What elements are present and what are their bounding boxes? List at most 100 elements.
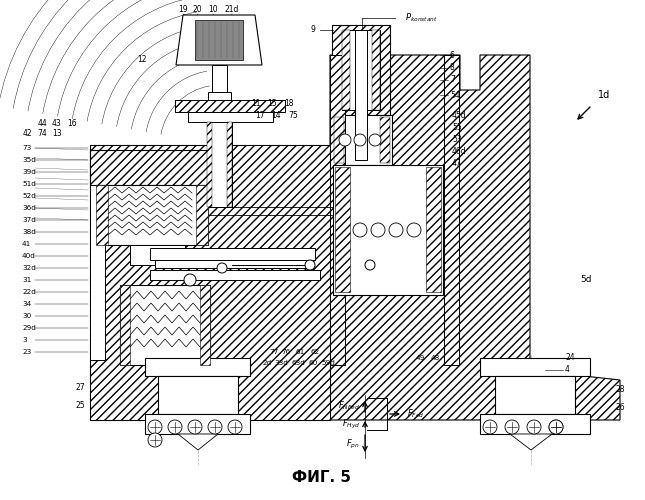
Circle shape <box>483 420 497 434</box>
Bar <box>130 245 185 265</box>
Text: 10: 10 <box>208 6 218 15</box>
Bar <box>188 112 273 122</box>
Text: 23: 23 <box>22 349 31 355</box>
Text: 62: 62 <box>310 349 320 355</box>
Text: 1d: 1d <box>598 90 610 100</box>
Bar <box>212 65 227 95</box>
Bar <box>480 414 590 434</box>
Text: 61: 61 <box>295 349 304 355</box>
Circle shape <box>371 223 385 237</box>
Circle shape <box>148 433 162 447</box>
Text: 3: 3 <box>22 337 26 343</box>
Polygon shape <box>330 55 620 420</box>
Bar <box>227 122 232 207</box>
Text: 74: 74 <box>37 128 47 138</box>
Bar <box>90 185 105 360</box>
Bar <box>196 185 208 245</box>
Polygon shape <box>90 145 330 420</box>
Text: 38d: 38d <box>22 229 36 235</box>
Bar <box>426 167 441 292</box>
Text: $P_{konstant}$: $P_{konstant}$ <box>405 12 438 24</box>
Bar <box>200 285 210 365</box>
Text: 29d: 29d <box>22 325 36 331</box>
Polygon shape <box>176 15 262 65</box>
Text: 21d: 21d <box>225 6 239 15</box>
Text: 7: 7 <box>450 76 455 84</box>
Text: 16: 16 <box>67 118 77 128</box>
Text: 52d: 52d <box>22 193 36 199</box>
Text: 44: 44 <box>37 118 47 128</box>
Circle shape <box>208 420 222 434</box>
Circle shape <box>369 134 381 146</box>
Text: 27: 27 <box>75 384 85 392</box>
Text: 63d: 63d <box>291 360 305 366</box>
Bar <box>145 414 250 434</box>
Bar <box>150 248 315 260</box>
Text: 36d: 36d <box>22 205 36 211</box>
Text: 2d: 2d <box>263 360 272 366</box>
Bar <box>342 30 350 110</box>
Bar <box>335 167 350 292</box>
Polygon shape <box>510 434 552 450</box>
Text: 42: 42 <box>22 128 32 138</box>
Text: 33d: 33d <box>274 360 288 366</box>
Text: 24: 24 <box>565 354 575 362</box>
Text: 40d: 40d <box>22 253 36 259</box>
Bar <box>207 122 232 207</box>
Text: 28: 28 <box>615 386 624 394</box>
Circle shape <box>148 420 162 434</box>
Text: 34: 34 <box>22 301 31 307</box>
Circle shape <box>354 134 366 146</box>
Bar <box>195 20 243 60</box>
Text: 25: 25 <box>75 400 85 409</box>
Circle shape <box>549 420 563 434</box>
Text: $F_{pn}$: $F_{pn}$ <box>346 438 360 450</box>
Text: 75: 75 <box>288 110 298 120</box>
Text: 73: 73 <box>22 145 31 151</box>
Text: $F_{NFed}$: $F_{NFed}$ <box>338 400 360 412</box>
Bar <box>207 122 212 207</box>
Text: 49: 49 <box>415 355 424 361</box>
Bar <box>120 285 130 365</box>
Bar <box>330 55 345 365</box>
Text: 15: 15 <box>267 98 277 108</box>
Text: 9: 9 <box>310 26 315 35</box>
Text: 19: 19 <box>178 6 188 15</box>
Text: 48: 48 <box>430 355 440 361</box>
Text: 54: 54 <box>450 90 460 100</box>
Text: 30: 30 <box>22 313 31 319</box>
Bar <box>96 185 208 245</box>
Text: 59d: 59d <box>321 360 335 366</box>
Text: 5d: 5d <box>580 276 591 284</box>
Circle shape <box>407 223 421 237</box>
Text: 11: 11 <box>252 98 261 108</box>
Bar <box>155 260 310 268</box>
Text: 32d: 32d <box>22 265 36 271</box>
Text: 60: 60 <box>308 360 317 366</box>
Circle shape <box>389 223 403 237</box>
Text: ФИГ. 5: ФИГ. 5 <box>292 470 352 486</box>
Text: $F_{Fed}$: $F_{Fed}$ <box>407 408 424 420</box>
Text: 77: 77 <box>270 349 279 355</box>
Bar <box>96 185 108 245</box>
Bar <box>444 55 459 365</box>
Text: 35d: 35d <box>22 157 36 163</box>
Circle shape <box>184 274 196 286</box>
Text: 55: 55 <box>452 124 462 132</box>
Circle shape <box>365 260 375 270</box>
Bar <box>90 185 105 360</box>
Circle shape <box>549 420 563 434</box>
Text: 76: 76 <box>281 349 291 355</box>
Bar <box>332 25 390 115</box>
Text: 17: 17 <box>255 110 265 120</box>
Text: 12: 12 <box>137 56 147 64</box>
Text: 22d: 22d <box>22 289 36 295</box>
Bar <box>480 358 590 376</box>
Bar <box>372 30 380 110</box>
Bar <box>380 117 390 163</box>
Text: 18: 18 <box>284 98 293 108</box>
Text: 6: 6 <box>450 50 455 59</box>
Circle shape <box>527 420 541 434</box>
Bar <box>334 117 344 163</box>
Text: 8: 8 <box>450 64 455 72</box>
